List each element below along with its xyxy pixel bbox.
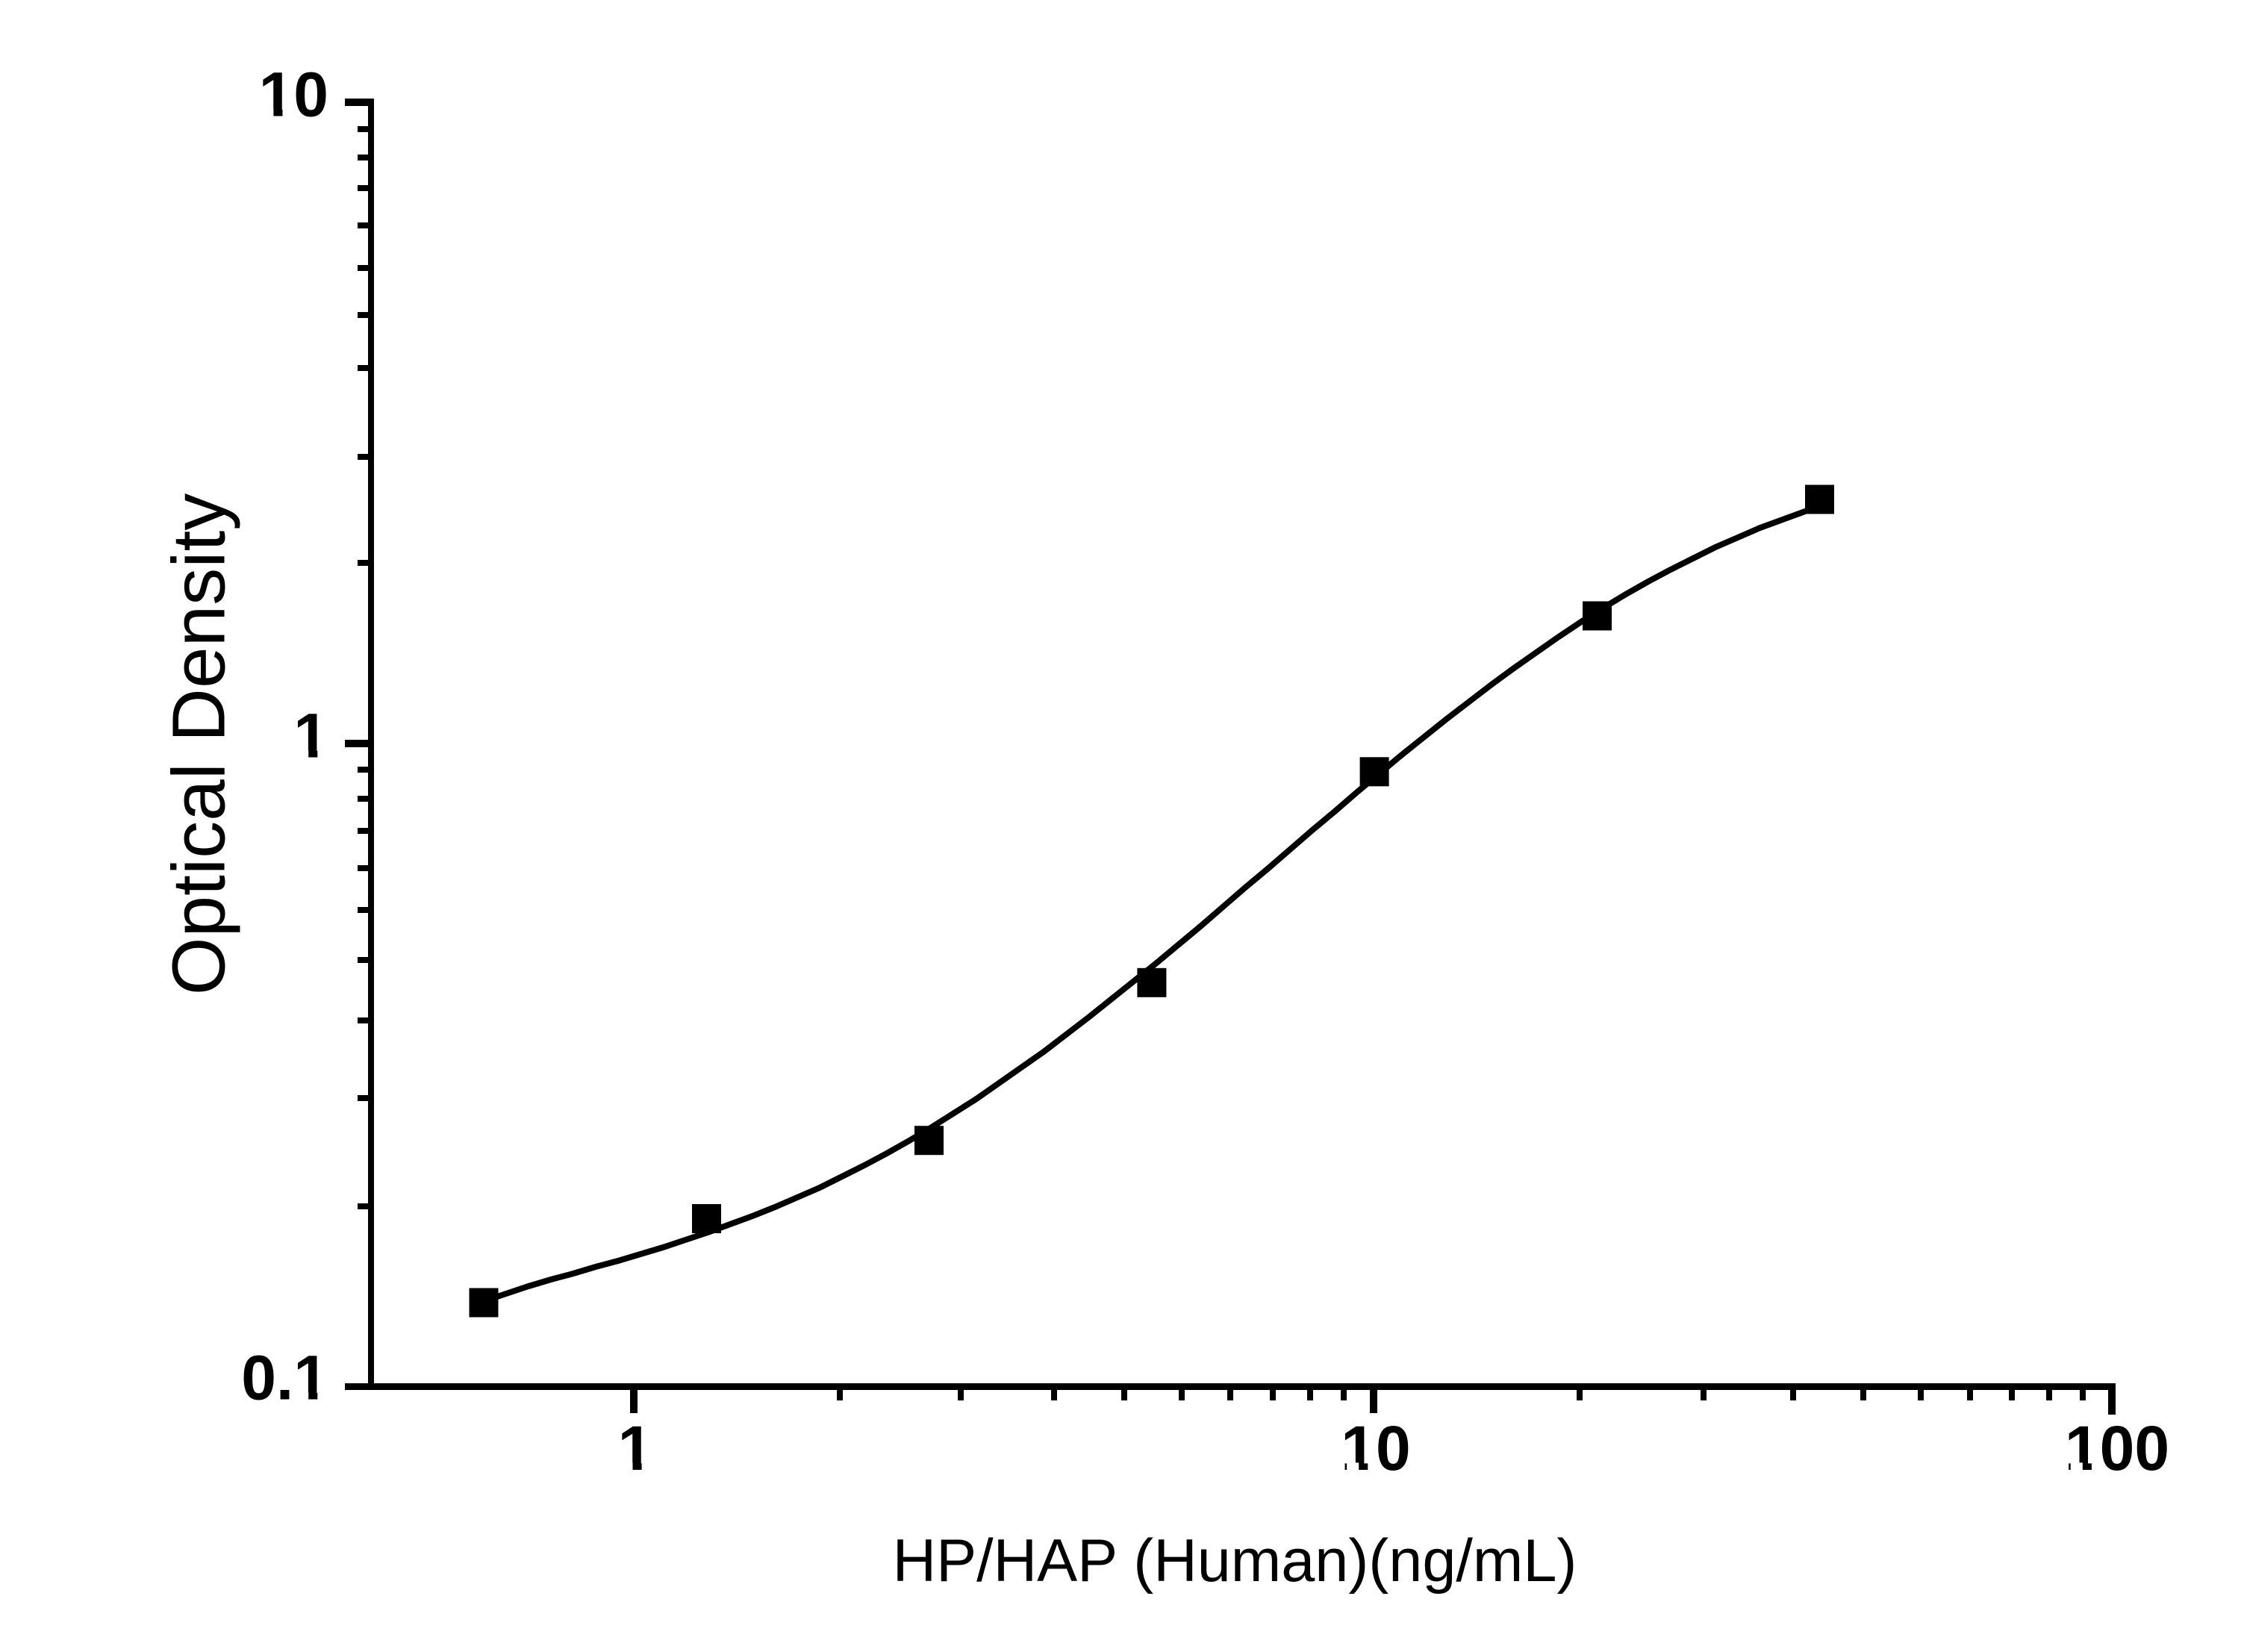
svg-text:1: 1 — [293, 701, 328, 771]
svg-text:HP/HAP (Human)(ng/mL): HP/HAP (Human)(ng/mL) — [893, 1527, 1577, 1595]
svg-text:1: 1 — [618, 1413, 653, 1483]
svg-text:0.1: 0.1 — [241, 1343, 328, 1413]
svg-text:Optical Density: Optical Density — [158, 493, 241, 995]
svg-text:10: 10 — [1341, 1413, 1410, 1483]
svg-text:10: 10 — [259, 60, 328, 130]
svg-text:100: 100 — [2065, 1413, 2169, 1483]
